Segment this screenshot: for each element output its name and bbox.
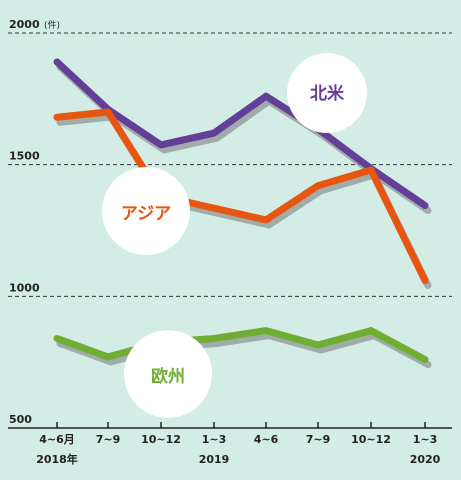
x-tick-label: 10~12 (141, 433, 181, 446)
x-year-label: 2018年 (36, 452, 78, 466)
series-label: アジア (121, 204, 171, 224)
series-label-bubble (102, 167, 190, 255)
x-tick-label: 7~9 (306, 433, 331, 446)
y-tick-label: 1000 (9, 281, 40, 294)
x-tick-label: 1~3 (413, 433, 438, 446)
x-tick-label: 4~6月 (39, 433, 75, 446)
series-label-bubble (124, 330, 212, 418)
series-line (53, 108, 429, 285)
series-line (53, 58, 429, 209)
series-label: 欧州 (151, 366, 185, 387)
y-tick-label: 500 (9, 413, 32, 426)
x-tick-label: 10~12 (351, 433, 391, 446)
x-year-label: 2020 (410, 453, 441, 466)
series-label-bubble (287, 53, 367, 133)
series-shadow (56, 332, 432, 369)
x-tick-label: 4~6 (254, 433, 279, 446)
y-tick-label: 1500 (9, 150, 40, 163)
x-tick-label: 1~3 (202, 433, 227, 446)
x-tick-label: 7~9 (96, 433, 121, 446)
series-label: 北米 (310, 83, 345, 104)
x-year-label: 2019 (199, 453, 230, 466)
y-tick-label: 2000 (9, 18, 40, 31)
series-line (53, 327, 429, 364)
y-unit-label: (件) (44, 19, 60, 31)
